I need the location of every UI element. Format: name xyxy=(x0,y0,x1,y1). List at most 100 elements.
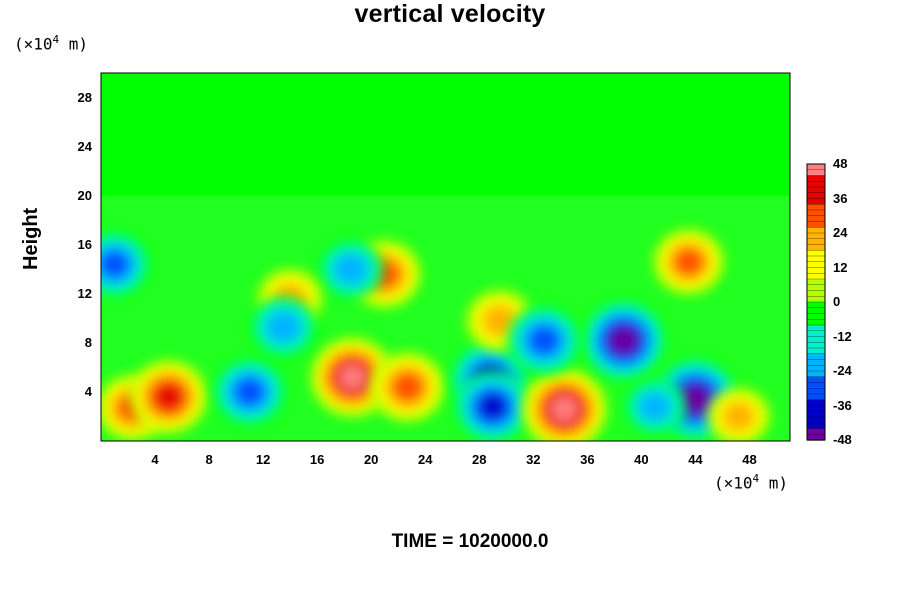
colorbar-cell xyxy=(806,284,826,292)
heatmap-contour xyxy=(485,399,501,414)
colorbar-cell xyxy=(806,330,826,338)
colorbar-cell xyxy=(806,273,826,280)
colorbar-cell xyxy=(806,301,826,309)
colorbar-tick-label: 36 xyxy=(833,190,848,206)
colorbar-tick-label: -24 xyxy=(833,363,852,378)
colorbar-cell xyxy=(806,319,826,326)
heatmap-contour xyxy=(341,260,361,278)
colorbar-cell xyxy=(806,204,826,211)
heatmap-contour xyxy=(241,384,259,400)
colorbar-cell xyxy=(806,313,826,320)
colorbar-cell xyxy=(806,422,826,430)
heatmap-contour xyxy=(616,333,631,348)
colorbar-cell xyxy=(806,399,826,407)
colorbar-cell xyxy=(806,296,826,303)
colorbar-cell xyxy=(806,428,826,435)
plot-frame xyxy=(100,72,791,442)
x-unit-label: (×104 m) xyxy=(714,472,789,493)
x-tick-label: 28 xyxy=(472,452,487,467)
heatmap-blob xyxy=(582,300,666,381)
heatmap-contour xyxy=(106,256,123,272)
colorbar-cell xyxy=(806,209,826,217)
colorbar-cell xyxy=(806,278,826,286)
heatmap-blob xyxy=(521,368,608,441)
colorbar-cell xyxy=(806,370,826,378)
colorbar-cell xyxy=(806,393,826,401)
heatmap-blob xyxy=(129,359,208,434)
heatmap-blob xyxy=(506,305,582,376)
heatmap-blob xyxy=(101,231,150,298)
y-tick-label: 12 xyxy=(77,285,92,301)
colorbar-cell xyxy=(806,405,826,412)
y-tick-label: 4 xyxy=(84,383,92,399)
y-tick-label: 8 xyxy=(84,334,92,350)
x-tick-label: 4 xyxy=(151,452,159,467)
colorbar-cell xyxy=(806,307,826,315)
heatmap-blob xyxy=(706,387,771,441)
colorbar-tick-label: 0 xyxy=(833,294,841,309)
colorbar-cell xyxy=(806,227,826,234)
colorbar-cell xyxy=(806,416,826,424)
x-tick-label: 48 xyxy=(742,452,757,467)
colorbar-cell xyxy=(806,215,826,223)
heatmap-blob xyxy=(213,357,287,426)
colorbar-cell xyxy=(806,267,826,274)
x-tick-label: 20 xyxy=(363,452,379,467)
heatmap-contour xyxy=(688,392,703,407)
heatmap-blob xyxy=(249,295,318,358)
colorbar-cell xyxy=(806,181,826,188)
colorbar-cell xyxy=(806,255,826,263)
x-tick-label: 12 xyxy=(255,452,271,467)
heatmap-contour xyxy=(535,332,553,349)
colorbar-tick-label: -48 xyxy=(833,432,852,447)
heatmap-blob xyxy=(318,239,384,300)
colorbar-tick-label: -12 xyxy=(833,328,852,344)
time-label: TIME = 1020000.0 xyxy=(391,531,549,552)
colorbar-tick-label: 24 xyxy=(833,225,848,240)
colorbar-cell xyxy=(806,186,826,194)
colorbar-cell xyxy=(806,175,826,182)
heatmap-contour xyxy=(160,389,177,405)
x-tick-label: 16 xyxy=(309,452,325,467)
heatmap-blob xyxy=(653,228,725,295)
colorbar-cell xyxy=(806,336,826,343)
colorbar-cell xyxy=(806,382,826,389)
heatmap-contour xyxy=(489,311,510,330)
colorbar-tick-label: 48 xyxy=(833,156,848,171)
y-unit-label: (×104 m) xyxy=(14,33,89,54)
colorbar-cell xyxy=(806,376,826,384)
y-tick-label: 24 xyxy=(77,138,92,154)
heatmap-contour xyxy=(557,402,572,416)
colorbar-cell xyxy=(806,261,826,269)
x-tick-label: 24 xyxy=(418,452,433,467)
colorbar-cell xyxy=(806,342,826,349)
chart-title: vertical velocity xyxy=(354,0,546,28)
colorbar-cell xyxy=(806,324,826,332)
heatmap-contour xyxy=(273,318,294,336)
colorbar-cell xyxy=(806,359,826,366)
heatmap-contour xyxy=(345,370,360,384)
y-tick-label: 16 xyxy=(77,236,92,252)
x-tick-label: 36 xyxy=(580,452,595,467)
heatmap-contour xyxy=(680,254,697,270)
heatmap-blob xyxy=(454,370,531,441)
heatmap-contour xyxy=(399,378,417,396)
colorbar-cell xyxy=(806,221,826,228)
heatmap-contour xyxy=(729,408,748,425)
colorbar-frame xyxy=(806,163,826,441)
colorbar-cell xyxy=(806,198,826,205)
x-tick-label: 44 xyxy=(688,452,703,467)
x-tick-label: 8 xyxy=(205,452,213,467)
colorbar-cell xyxy=(806,388,826,395)
x-tick-label: 40 xyxy=(634,452,649,467)
colorbar-cell xyxy=(806,169,826,177)
colorbar-cell xyxy=(806,232,826,240)
colorbar-cell xyxy=(806,238,826,246)
colorbar-cell xyxy=(806,290,826,297)
colorbar-cell xyxy=(806,353,826,361)
x-tick-label: 32 xyxy=(526,452,541,467)
colorbar-cell xyxy=(806,192,826,200)
heatmap-blob xyxy=(623,378,686,435)
heatmap-contour xyxy=(646,398,664,415)
